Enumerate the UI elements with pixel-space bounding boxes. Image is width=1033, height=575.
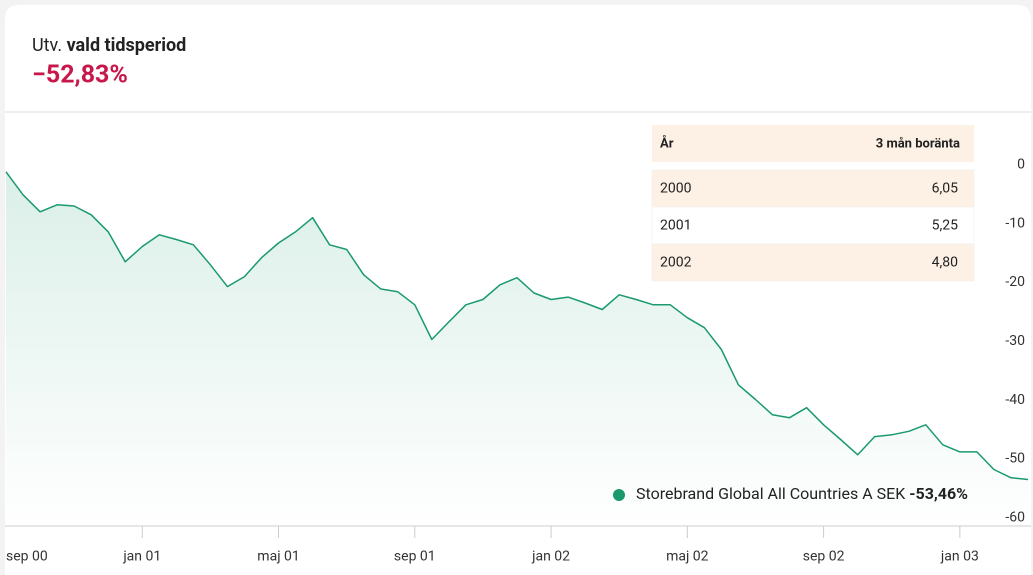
legend-entry: Storebrand Global All Countries A SEK -5…: [636, 484, 968, 503]
table-gap: [652, 162, 974, 170]
table-header-bg: [652, 125, 974, 162]
y-tick-label: 0: [1017, 156, 1025, 172]
change-value: −52,83%: [32, 61, 128, 90]
table-cell: 2001: [660, 218, 691, 234]
table-cell: 2000: [660, 181, 692, 197]
table-row-bg: [651, 169, 975, 208]
table-row-bg: [651, 206, 975, 245]
x-tick-label: jan 02: [531, 549, 570, 565]
table-row-bg: [651, 243, 975, 282]
table-header-cell: 3 mån boränta: [876, 136, 960, 151]
y-tick-label: -30: [1005, 333, 1025, 349]
x-tick-label: jan 03: [940, 549, 979, 565]
table-cell: 6,05: [932, 181, 958, 197]
area-fill: [6, 171, 1028, 527]
x-tick-label: jan 01: [122, 549, 161, 565]
x-tick-label: maj 02: [666, 549, 709, 565]
table-cell: 5,25: [932, 218, 958, 234]
line: [5, 171, 1029, 481]
legend-name: Storebrand Global All Countries A SEK: [636, 484, 906, 503]
x-tick-label: sep 01: [394, 549, 436, 565]
header-label-light: Utv.: [32, 35, 62, 56]
x-tick-label: sep 02: [803, 549, 845, 565]
legend-dot: [613, 489, 625, 501]
header-label: Utv. vald tidsperiod: [32, 35, 186, 56]
y-tick-label: -10: [1005, 215, 1025, 231]
y-tick-label: -40: [1005, 392, 1025, 408]
x-tick-label: sep 00: [6, 549, 48, 565]
table-cell: 4,80: [932, 255, 958, 271]
table-cell: 2002: [660, 255, 692, 271]
header-label-bold: vald tidsperiod: [67, 35, 187, 56]
table-header-cell: År: [660, 135, 674, 151]
x-tick-label: maj 01: [257, 549, 299, 565]
y-tick-label: -50: [1005, 451, 1025, 467]
legend-value: -53,46%: [909, 484, 968, 503]
y-tick-label: -20: [1005, 274, 1025, 290]
